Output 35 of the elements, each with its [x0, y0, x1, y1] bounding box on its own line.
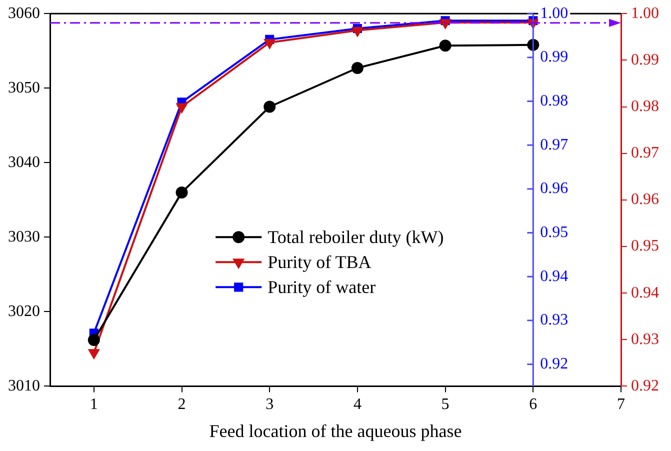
legend-label: Total reboiler duty (kW): [268, 226, 444, 247]
x-tick-label: 4: [353, 396, 362, 414]
legend-label: Purity of water: [268, 276, 376, 297]
y3-tick-label: 1.00: [631, 4, 659, 22]
y2-tick-label: 0.92: [540, 355, 568, 372]
x-tick-label: 5: [441, 396, 450, 414]
y2-tick-label: 0.96: [540, 180, 568, 198]
y-tick-label: 3060: [8, 4, 40, 22]
y3-tick-label: 0.92: [631, 377, 659, 394]
y-tick-label: 3010: [8, 377, 40, 394]
y-tick-label: 3020: [8, 302, 40, 320]
legend-label: Purity of TBA: [268, 252, 372, 272]
y3-tick-label: 0.93: [631, 330, 659, 348]
y2-tick-label: 0.94: [540, 268, 568, 285]
y-tick-label: 3040: [8, 154, 40, 171]
y2-tick-label: 0.99: [540, 48, 568, 66]
y3-tick-label: 0.98: [631, 98, 659, 115]
y2-tick-label: 0.95: [540, 224, 568, 241]
y3-tick-label: 0.95: [631, 238, 659, 255]
y-tick-label: 3050: [8, 79, 40, 96]
y2-tick-label: 0.93: [540, 312, 568, 329]
x-tick-label: 3: [266, 396, 274, 414]
y3-tick-label: 0.96: [631, 191, 659, 208]
y2-tick-label: 0.98: [540, 92, 568, 110]
y3-tick-label: 0.97: [631, 144, 659, 162]
y-tick-label: 3030: [8, 228, 40, 246]
x-tick-label: 1: [90, 396, 98, 414]
y2-tick-label: 1.00: [540, 4, 568, 22]
y2-tick-label: 0.97: [540, 136, 568, 154]
y3-tick-label: 0.94: [631, 284, 659, 302]
y3-tick-label: 0.99: [631, 51, 659, 68]
x-axis-title: Feed location of the aqueous phase: [209, 420, 462, 441]
x-tick-label: 6: [529, 396, 538, 414]
x-tick-label: 7: [617, 396, 625, 414]
x-tick-label: 2: [178, 396, 186, 414]
